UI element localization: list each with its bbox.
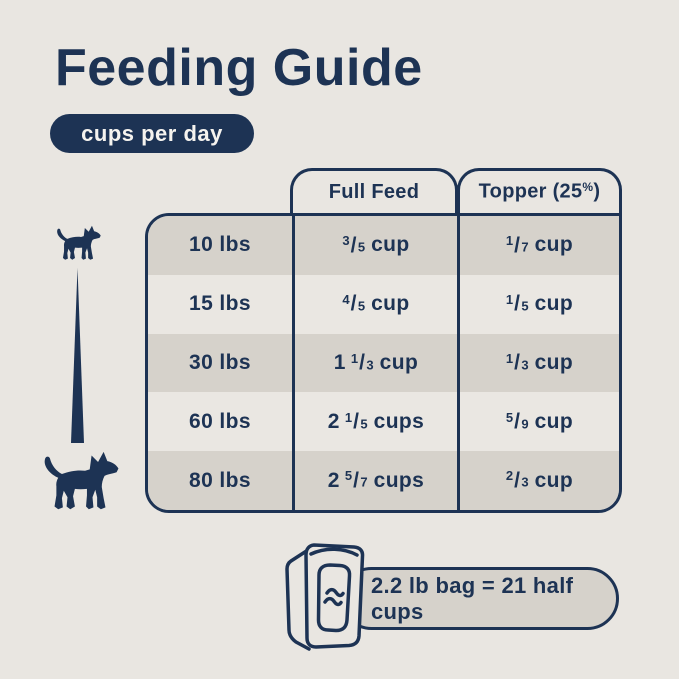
table-row: 60 lbs 2 1/5 cups 5/9 cup (148, 392, 619, 452)
size-taper-line (71, 268, 84, 443)
column-header-full-feed: Full Feed (290, 168, 458, 213)
full-feed-cell: 2 5/7 cups (292, 451, 457, 510)
weight-cell: 30 lbs (189, 350, 251, 374)
weight-cell: 10 lbs (189, 233, 251, 257)
weight-cell: 60 lbs (189, 409, 251, 433)
bag-yield-pill: 2.2 lb bag = 21 half cups (340, 567, 619, 630)
table-row: 80 lbs 2 5/7 cups 2/3 cup (148, 451, 619, 510)
large-dog-icon (44, 451, 119, 510)
weight-cell: 80 lbs (189, 468, 251, 492)
feeding-table: 10 lbs 3/5 cup 1/7 cup 15 lbs 4/5 cup 1/5 cu… (145, 213, 622, 513)
topper-cell: 1/5 cup (457, 274, 619, 334)
cups-per-day-badge: cups per day (50, 114, 254, 153)
column-header-topper: Topper (25%) (457, 168, 622, 213)
table-row: 15 lbs 4/5 cup 1/5 cup (148, 274, 619, 334)
bag-yield-note: 2.2 lb bag = 21 half cups (371, 572, 574, 624)
page-title: Feeding Guide (55, 39, 423, 97)
topper-cell: 2/3 cup (457, 451, 619, 510)
dog-food-bag-icon (285, 543, 365, 651)
full-feed-label: Full Feed (328, 180, 420, 203)
table-row: 10 lbs 3/5 cup 1/7 cup (148, 216, 619, 275)
full-feed-cell: 3/5 cup (292, 216, 457, 275)
full-feed-cell: 4/5 cup (292, 274, 457, 334)
table-row: 30 lbs 1 1/3 cup 1/3 cup (148, 333, 619, 393)
small-dog-icon (57, 225, 101, 260)
full-feed-cell: 1 1/3 cup (292, 333, 457, 393)
topper-cell: 1/7 cup (457, 216, 619, 275)
weight-cell: 15 lbs (189, 292, 251, 316)
topper-cell: 1/3 cup (457, 333, 619, 393)
topper-label: Topper (25%) (478, 180, 601, 203)
full-feed-cell: 2 1/5 cups (292, 392, 457, 452)
badge-label: cups per day (81, 120, 223, 146)
topper-cell: 5/9 cup (457, 392, 619, 452)
